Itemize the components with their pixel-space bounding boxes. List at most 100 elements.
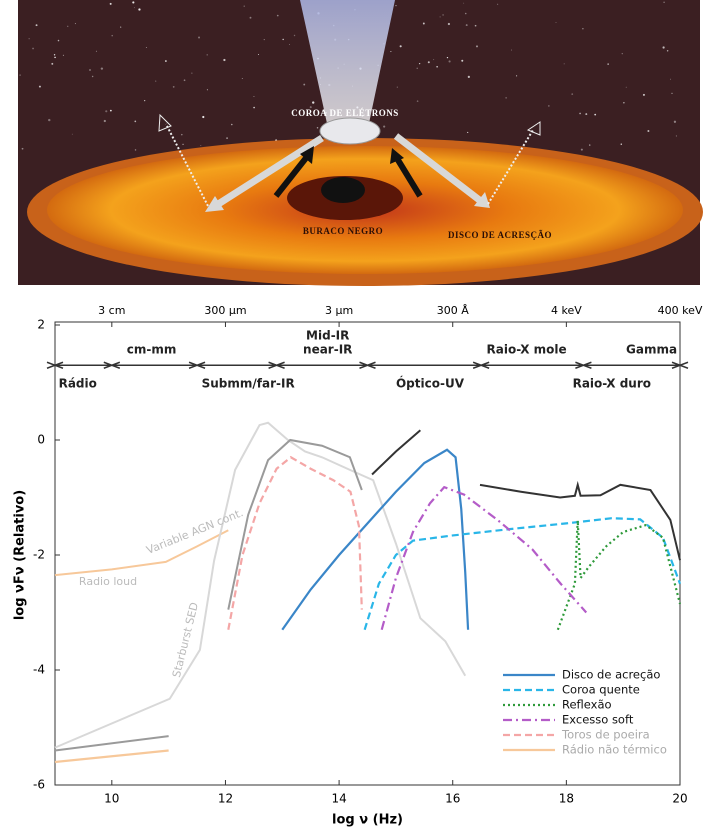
star	[579, 112, 581, 115]
star	[418, 62, 421, 65]
star	[198, 36, 201, 39]
arrow	[273, 156, 309, 198]
star	[395, 4, 397, 7]
star	[91, 75, 94, 78]
star	[673, 120, 677, 123]
series-line	[227, 455, 363, 630]
star	[202, 115, 205, 119]
series-line	[556, 520, 682, 631]
star	[647, 130, 650, 133]
y-tick-label: -6	[33, 778, 45, 792]
star	[416, 67, 418, 69]
band-label: Mid-IR near-IR	[303, 328, 352, 356]
curve-annotation: Starburst SED	[170, 601, 201, 679]
star	[48, 118, 51, 122]
star	[625, 86, 627, 88]
x2-tick-label: 4 keV	[551, 304, 582, 317]
star	[249, 16, 252, 19]
star	[463, 2, 465, 4]
star	[263, 38, 265, 41]
star	[303, 83, 306, 86]
background-curve	[54, 421, 467, 749]
star	[183, 79, 186, 82]
star	[243, 5, 245, 7]
background-curve	[227, 438, 363, 610]
series-line	[281, 448, 470, 631]
star	[620, 143, 623, 145]
arrow	[393, 133, 485, 205]
legend-label: Excesso soft	[562, 713, 634, 727]
star	[675, 135, 677, 137]
black-hole	[321, 177, 365, 203]
x-tick-label: 20	[672, 792, 687, 806]
star	[309, 106, 312, 109]
band-arrow-head	[359, 361, 376, 369]
y-tick-label: 0	[37, 433, 45, 447]
star	[571, 93, 574, 95]
star	[138, 8, 141, 11]
star	[670, 78, 671, 80]
star	[133, 7, 135, 9]
arrow-head	[526, 121, 541, 136]
arrow	[395, 158, 423, 198]
star	[276, 14, 279, 17]
star	[155, 80, 157, 82]
band-arrow-head	[46, 361, 64, 369]
star	[111, 34, 113, 37]
star	[206, 89, 208, 91]
band-label: cm-mm	[127, 342, 177, 356]
legend-label: Coroa quente	[562, 683, 640, 697]
star	[253, 96, 255, 98]
star	[38, 85, 41, 88]
legend-label: Toros de poeira	[561, 728, 650, 742]
legend-label: Reflexão	[562, 698, 612, 712]
legend-label: Disco de acreção	[562, 668, 660, 682]
star	[172, 85, 175, 88]
background-curve	[371, 429, 421, 476]
star	[448, 60, 451, 63]
x2-tick-label: 3 cm	[98, 304, 125, 317]
star	[182, 143, 184, 145]
x2-tick-label: 300 Å	[437, 304, 469, 317]
star	[642, 93, 645, 96]
x-tick-label: 18	[559, 792, 574, 806]
star	[464, 12, 467, 15]
star	[32, 47, 34, 50]
star	[662, 46, 665, 49]
star	[62, 54, 65, 56]
star	[53, 54, 56, 56]
star	[594, 113, 597, 116]
background-curve	[479, 480, 681, 561]
x-tick-label: 16	[445, 792, 460, 806]
star	[427, 61, 430, 64]
star	[422, 22, 425, 25]
band-label: Óptico-UV	[396, 375, 465, 390]
corona-label: COROA DE ELÉTRONS	[291, 108, 399, 118]
y-tick-label: -4	[33, 663, 45, 677]
star	[433, 59, 435, 61]
star	[253, 106, 255, 109]
arrow	[210, 135, 324, 211]
star	[439, 16, 441, 18]
band-label: Submm/far-IR	[202, 376, 295, 390]
star	[461, 59, 464, 62]
star	[109, 109, 112, 112]
band-arrow-head	[268, 361, 285, 369]
y-tick-label: -2	[33, 548, 45, 562]
band-label: Rádio	[59, 376, 97, 390]
arrow-head	[300, 146, 314, 164]
star	[671, 92, 673, 95]
band-arrow-head	[188, 361, 206, 369]
arrow-head	[390, 148, 404, 164]
star	[663, 1, 665, 3]
star	[51, 62, 54, 65]
curve-annotation: Variable AGN cont.	[145, 506, 246, 557]
star	[447, 22, 451, 26]
star	[621, 53, 623, 55]
star	[548, 105, 550, 107]
band-arrow-head	[103, 361, 121, 369]
star	[312, 101, 315, 104]
black-hole-label: BURACO NEGRO	[303, 226, 383, 236]
star	[191, 72, 193, 74]
